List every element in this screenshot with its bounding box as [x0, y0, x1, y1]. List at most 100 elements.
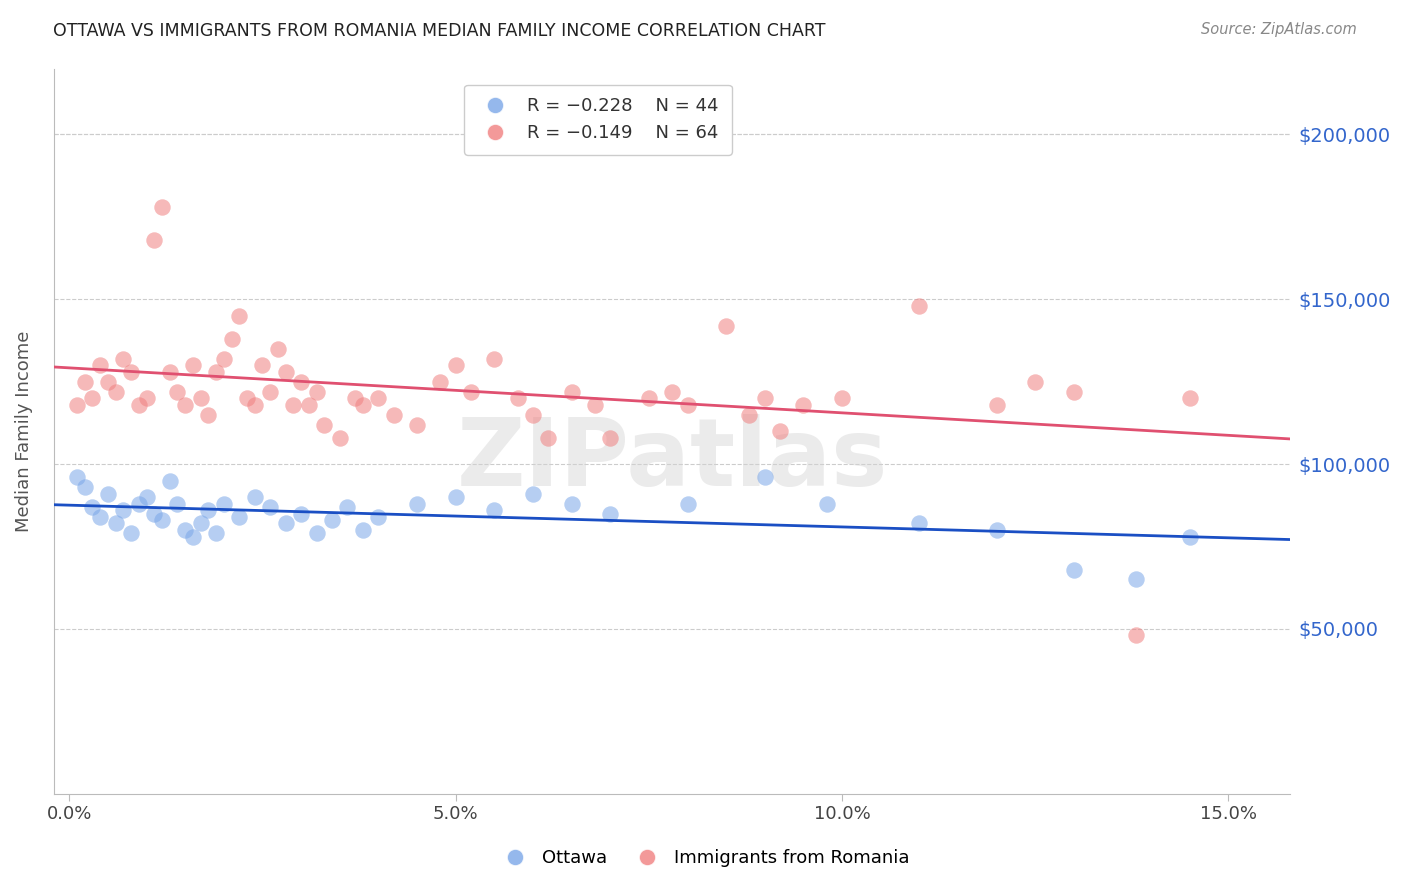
Point	[190, 516, 212, 531]
Point	[583, 398, 606, 412]
Point	[290, 507, 312, 521]
Point	[754, 470, 776, 484]
Point	[522, 487, 544, 501]
Legend: Ottawa, Immigrants from Romania: Ottawa, Immigrants from Romania	[489, 842, 917, 874]
Point	[986, 398, 1008, 412]
Point	[506, 391, 529, 405]
Point	[429, 375, 451, 389]
Legend: R = −0.228    N = 44, R = −0.149    N = 64: R = −0.228 N = 44, R = −0.149 N = 64	[464, 85, 731, 155]
Point	[82, 391, 104, 405]
Point	[1125, 628, 1147, 642]
Point	[676, 398, 699, 412]
Point	[274, 365, 297, 379]
Point	[174, 398, 197, 412]
Text: OTTAWA VS IMMIGRANTS FROM ROMANIA MEDIAN FAMILY INCOME CORRELATION CHART: OTTAWA VS IMMIGRANTS FROM ROMANIA MEDIAN…	[53, 22, 825, 40]
Point	[908, 516, 931, 531]
Point	[484, 351, 506, 366]
Point	[484, 503, 506, 517]
Point	[104, 384, 127, 399]
Point	[128, 497, 150, 511]
Point	[352, 523, 374, 537]
Point	[367, 509, 389, 524]
Point	[676, 497, 699, 511]
Point	[406, 497, 429, 511]
Point	[599, 431, 621, 445]
Point	[66, 398, 89, 412]
Point	[714, 318, 737, 333]
Point	[986, 523, 1008, 537]
Point	[792, 398, 814, 412]
Point	[329, 431, 352, 445]
Point	[1178, 530, 1201, 544]
Point	[344, 391, 367, 405]
Point	[831, 391, 853, 405]
Point	[638, 391, 661, 405]
Point	[135, 490, 157, 504]
Point	[274, 516, 297, 531]
Point	[159, 365, 181, 379]
Point	[150, 200, 173, 214]
Point	[82, 500, 104, 514]
Point	[143, 233, 166, 247]
Point	[128, 398, 150, 412]
Point	[769, 424, 792, 438]
Point	[197, 503, 219, 517]
Point	[252, 358, 274, 372]
Point	[205, 365, 228, 379]
Point	[212, 351, 235, 366]
Text: ZIPatlas: ZIPatlas	[457, 414, 887, 506]
Point	[908, 299, 931, 313]
Y-axis label: Median Family Income: Median Family Income	[15, 330, 32, 532]
Point	[267, 342, 290, 356]
Point	[815, 497, 838, 511]
Point	[212, 497, 235, 511]
Point	[382, 408, 405, 422]
Point	[522, 408, 544, 422]
Point	[561, 384, 583, 399]
Point	[537, 431, 560, 445]
Point	[1178, 391, 1201, 405]
Point	[181, 358, 204, 372]
Point	[120, 365, 142, 379]
Point	[120, 526, 142, 541]
Point	[305, 384, 328, 399]
Point	[738, 408, 761, 422]
Point	[197, 408, 219, 422]
Point	[89, 358, 111, 372]
Point	[1024, 375, 1046, 389]
Point	[228, 309, 250, 323]
Point	[97, 375, 120, 389]
Point	[89, 509, 111, 524]
Point	[367, 391, 389, 405]
Point	[66, 470, 89, 484]
Text: Source: ZipAtlas.com: Source: ZipAtlas.com	[1201, 22, 1357, 37]
Point	[336, 500, 359, 514]
Point	[1063, 562, 1085, 576]
Point	[104, 516, 127, 531]
Point	[228, 509, 250, 524]
Point	[221, 332, 243, 346]
Point	[1125, 573, 1147, 587]
Point	[561, 497, 583, 511]
Point	[1063, 384, 1085, 399]
Point	[444, 358, 467, 372]
Point	[754, 391, 776, 405]
Point	[159, 474, 181, 488]
Point	[112, 503, 135, 517]
Point	[290, 375, 312, 389]
Point	[73, 375, 96, 389]
Point	[73, 480, 96, 494]
Point	[406, 417, 429, 432]
Point	[97, 487, 120, 501]
Point	[190, 391, 212, 405]
Point	[314, 417, 336, 432]
Point	[661, 384, 683, 399]
Point	[259, 384, 281, 399]
Point	[599, 507, 621, 521]
Point	[174, 523, 197, 537]
Point	[236, 391, 259, 405]
Point	[352, 398, 374, 412]
Point	[205, 526, 228, 541]
Point	[305, 526, 328, 541]
Point	[444, 490, 467, 504]
